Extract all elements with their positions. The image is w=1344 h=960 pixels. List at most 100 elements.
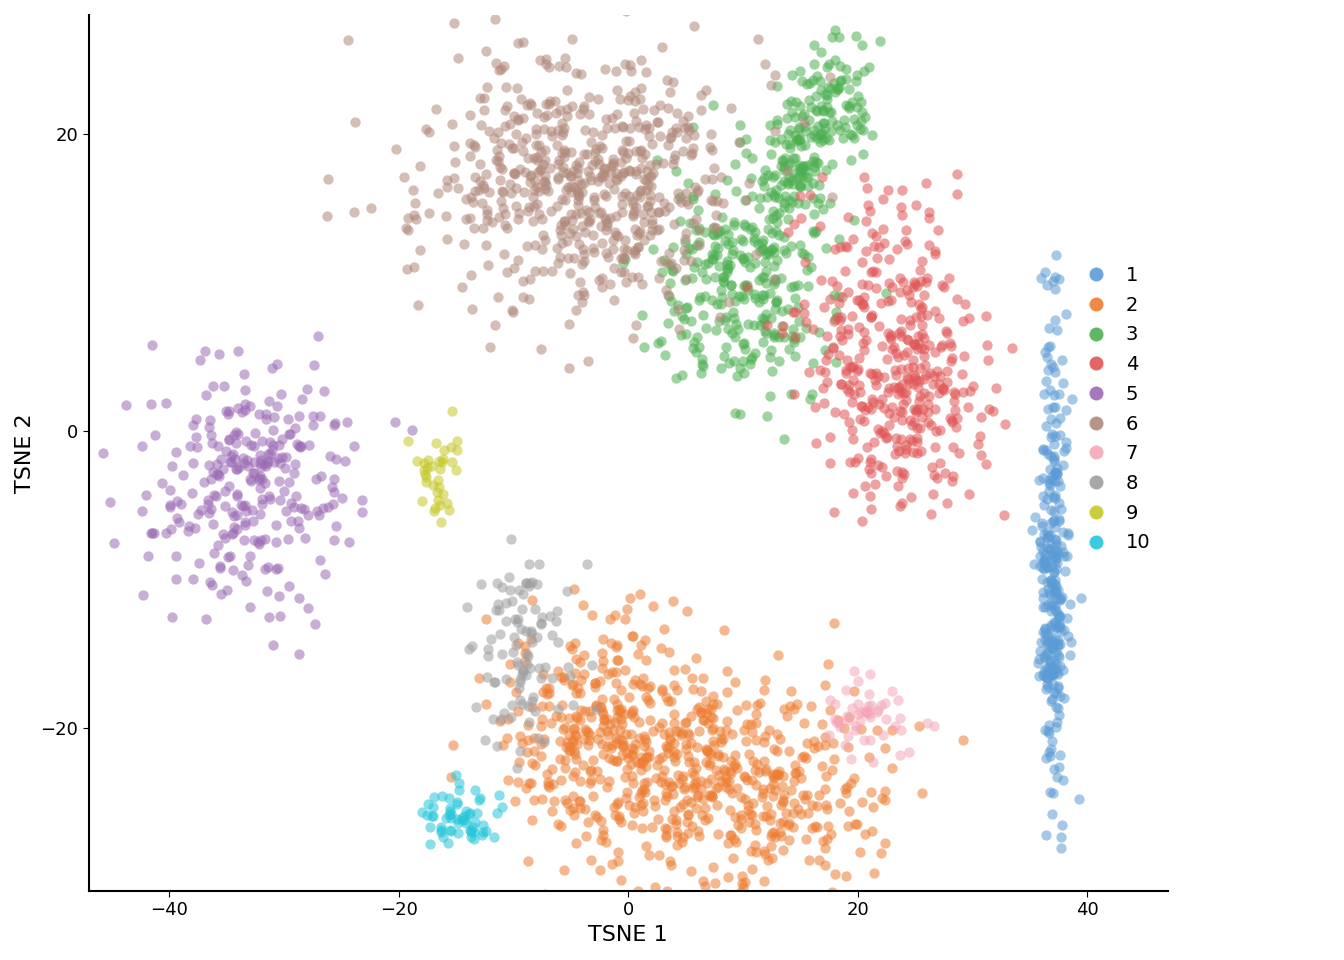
- Point: [700, 787, 722, 803]
- Point: [919, 365, 941, 380]
- Point: [629, 189, 650, 204]
- Point: [691, 264, 712, 279]
- Point: [766, 767, 788, 782]
- Point: [1043, 586, 1064, 601]
- Point: [477, 641, 499, 657]
- Point: [477, 257, 499, 273]
- Point: [650, 640, 672, 656]
- Point: [222, 525, 243, 540]
- Point: [887, 464, 909, 479]
- Point: [515, 623, 536, 638]
- Point: [208, 347, 230, 362]
- Point: [591, 706, 613, 721]
- Point: [829, 59, 851, 74]
- Point: [616, 275, 637, 290]
- Point: [200, 501, 222, 516]
- Point: [802, 356, 824, 372]
- Point: [587, 732, 609, 747]
- Point: [558, 744, 579, 759]
- Point: [802, 190, 824, 205]
- Point: [941, 338, 962, 353]
- Point: [851, 297, 872, 312]
- Point: [199, 419, 220, 434]
- Point: [695, 271, 716, 286]
- Point: [769, 190, 790, 205]
- Point: [500, 709, 521, 725]
- Point: [636, 750, 657, 765]
- Point: [860, 451, 882, 467]
- Point: [773, 162, 794, 178]
- Point: [1035, 556, 1056, 571]
- Point: [620, 63, 641, 79]
- Point: [473, 180, 495, 196]
- Point: [976, 457, 997, 472]
- Point: [848, 293, 870, 308]
- Point: [259, 446, 281, 462]
- Point: [663, 716, 684, 732]
- Point: [226, 489, 247, 504]
- Point: [325, 517, 347, 533]
- Point: [860, 709, 882, 725]
- Point: [853, 343, 875, 358]
- Point: [695, 800, 716, 815]
- Point: [577, 147, 598, 162]
- Point: [879, 381, 900, 396]
- Point: [671, 728, 692, 743]
- Point: [238, 459, 259, 474]
- Point: [1032, 470, 1054, 486]
- Point: [595, 907, 617, 923]
- Point: [653, 726, 675, 741]
- Point: [688, 222, 710, 237]
- Point: [190, 352, 211, 368]
- Point: [896, 370, 918, 385]
- Point: [860, 466, 882, 481]
- Point: [501, 532, 523, 547]
- Point: [633, 795, 655, 810]
- Point: [1040, 546, 1062, 562]
- Point: [589, 156, 610, 172]
- Point: [1046, 532, 1067, 547]
- Point: [839, 127, 860, 142]
- Point: [554, 719, 575, 734]
- Point: [1036, 636, 1058, 652]
- Point: [929, 310, 950, 325]
- Point: [794, 118, 816, 133]
- Point: [622, 270, 644, 285]
- Point: [610, 265, 632, 280]
- Point: [290, 392, 312, 407]
- Point: [793, 246, 814, 261]
- Point: [902, 279, 923, 295]
- Point: [433, 487, 454, 502]
- Point: [746, 706, 767, 721]
- Point: [579, 728, 601, 743]
- Point: [593, 631, 614, 646]
- Point: [818, 69, 840, 84]
- Point: [664, 804, 685, 819]
- Point: [653, 195, 675, 210]
- Point: [660, 84, 681, 100]
- Point: [160, 499, 181, 515]
- Point: [761, 310, 782, 325]
- Point: [745, 247, 766, 262]
- Point: [661, 779, 683, 794]
- Point: [239, 599, 261, 614]
- Point: [579, 776, 601, 791]
- Point: [789, 177, 810, 192]
- Point: [223, 427, 245, 443]
- Point: [269, 588, 290, 604]
- Point: [524, 150, 546, 165]
- Point: [546, 708, 567, 723]
- Point: [741, 843, 762, 858]
- Point: [735, 132, 757, 147]
- Point: [1034, 552, 1055, 567]
- Point: [813, 907, 835, 923]
- Point: [685, 212, 707, 228]
- Point: [675, 246, 696, 261]
- Point: [1032, 443, 1054, 458]
- Point: [251, 471, 273, 487]
- Point: [136, 487, 157, 502]
- Point: [407, 454, 429, 469]
- Point: [585, 699, 606, 714]
- Point: [460, 824, 481, 839]
- Point: [462, 194, 484, 209]
